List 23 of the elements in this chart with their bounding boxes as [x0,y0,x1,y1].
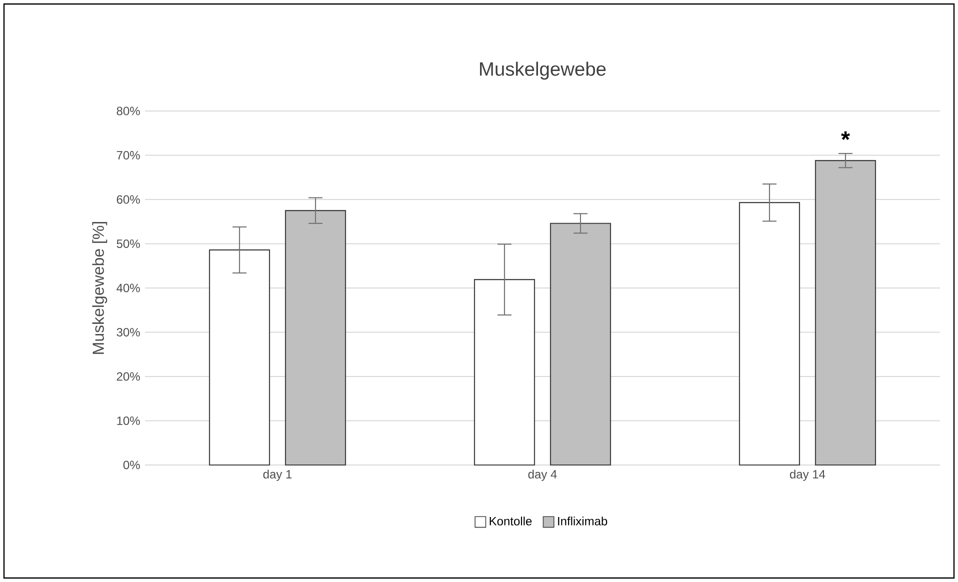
y-axis-title: Muskelgewebe [%] [92,222,108,354]
y-tick-label: 50% [116,239,140,248]
x-tick-label: day 4 [528,470,557,481]
y-tick-label: 40% [116,284,140,292]
legend-label: Infliximab [558,516,608,526]
bar [208,249,270,466]
bar [284,210,346,466]
y-tick-label: 10% [117,416,140,425]
y-tick-label: 20% [116,372,140,381]
x-tick-label: day 1 [263,470,292,481]
bar [814,160,876,466]
bar [550,222,612,466]
y-tick-label: 30% [116,328,140,336]
bar [738,202,800,466]
y-tick-label: 0% [123,460,140,470]
bar [474,279,536,466]
y-tick-label: 70% [116,151,140,160]
legend-label: Kontolle [490,516,532,526]
y-tick-label: 80% [116,106,140,116]
x-tick-label: day 14 [790,470,826,481]
y-tick-label: 60% [116,195,140,204]
annotation: * [841,131,850,140]
chart-title: Muskelgewebe [480,62,606,80]
